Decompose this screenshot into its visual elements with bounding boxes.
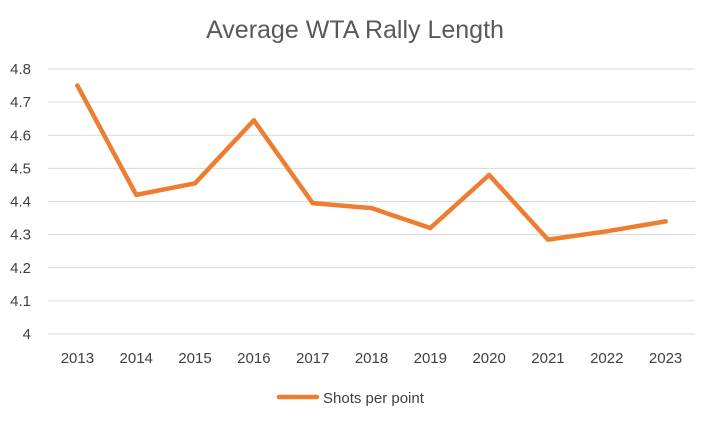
y-tick-label: 4.2: [10, 260, 31, 277]
x-tick-label: 2017: [296, 350, 329, 367]
chart-title: Average WTA Rally Length: [206, 16, 504, 44]
data-point: [251, 118, 257, 123]
y-tick-label: 4: [23, 326, 31, 343]
series-layer: [75, 83, 668, 242]
data-point: [604, 229, 610, 234]
data-point: [545, 237, 551, 242]
y-tick-label: 4.8: [10, 61, 31, 78]
x-tick-label: 2013: [61, 350, 94, 367]
legend: Shots per point: [276, 390, 425, 407]
y-tick-label: 4.4: [10, 194, 31, 211]
y-tick-label: 4.5: [10, 160, 31, 177]
y-tick-label: 4.3: [10, 227, 31, 244]
x-tick-label: 2022: [590, 350, 623, 367]
x-tick-label: 2014: [120, 350, 153, 367]
data-point: [75, 83, 80, 88]
series-line-shots-per-point: [75, 83, 668, 242]
data-point: [428, 225, 433, 231]
x-tick-label: 2019: [414, 350, 447, 367]
y-tick-label: 4.7: [10, 94, 31, 111]
x-tick-label: 2015: [178, 350, 211, 367]
data-point: [310, 200, 315, 206]
x-tick-label: 2023: [649, 350, 682, 367]
gridlines: [48, 68, 695, 335]
x-tick-label: 2018: [355, 350, 388, 367]
data-point: [192, 181, 198, 186]
y-axis-ticks: 4 4.1 4.2 4.3 4.4 4.5 4.6 4.7 4.8: [10, 61, 31, 343]
data-point: [663, 219, 668, 224]
x-axis-ticks: 2013 2014 2015 2016 2017 2018 2019 2020 2021 2022…: [61, 350, 683, 367]
data-point: [133, 192, 139, 198]
x-tick-label: 2021: [531, 350, 564, 367]
x-tick-label: 2020: [472, 350, 505, 367]
y-tick-label: 4.6: [10, 127, 31, 144]
data-point: [369, 205, 374, 211]
data-point: [486, 172, 492, 178]
legend-label-shots-per-point: Shots per point: [323, 390, 425, 407]
x-tick-label: 2016: [237, 350, 270, 367]
y-tick-label: 4.1: [10, 293, 31, 310]
